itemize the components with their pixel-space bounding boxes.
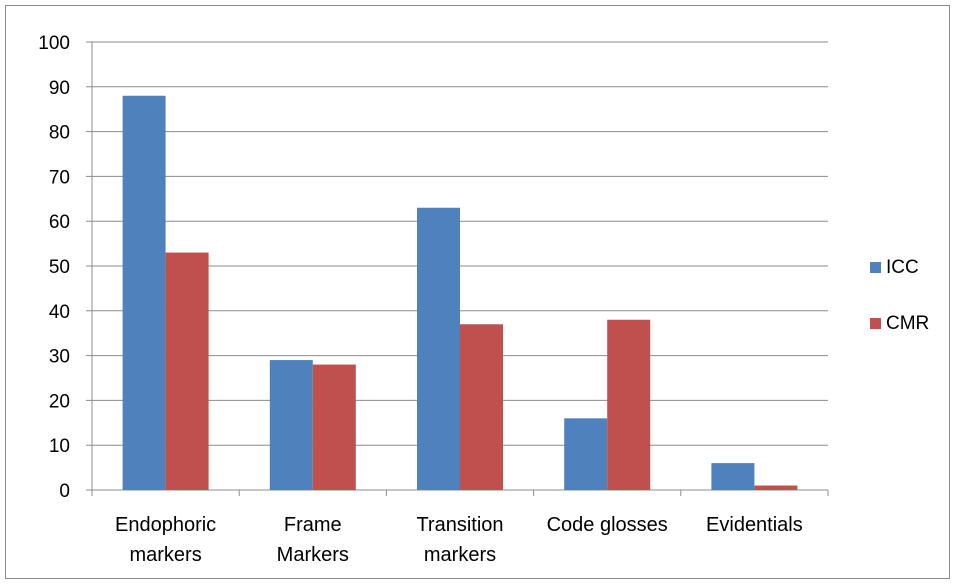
- y-tick-label: 10: [49, 436, 70, 457]
- x-category-label: markers: [424, 544, 496, 566]
- x-category-label: Frame: [284, 514, 342, 536]
- y-tick-label: 50: [49, 257, 70, 278]
- y-tick-label: 20: [49, 391, 70, 412]
- y-tick-label: 90: [49, 78, 70, 99]
- bar-icc-2: [417, 207, 460, 490]
- legend-label-cmr: CMR: [886, 313, 929, 334]
- legend-swatch-icc: [870, 262, 881, 273]
- y-tick-label: 30: [49, 347, 70, 368]
- y-tick-label: 70: [49, 167, 70, 188]
- x-category-label: Markers: [277, 544, 349, 566]
- bar-cmr-1: [312, 364, 356, 490]
- bar-icc-3: [564, 418, 608, 490]
- y-tick-label: 40: [49, 302, 70, 323]
- x-category-label: Evidentials: [706, 514, 803, 536]
- x-category-label: Endophoric: [115, 514, 216, 536]
- bar-cmr-0: [165, 252, 209, 490]
- legend-label-icc: ICC: [886, 257, 919, 278]
- bar-icc-4: [711, 463, 755, 490]
- legend-swatch-cmr: [870, 318, 881, 329]
- y-tick-label: 80: [49, 123, 70, 144]
- bar-cmr-3: [607, 319, 651, 490]
- bar-icc-0: [122, 95, 166, 490]
- bar-cmr-2: [460, 324, 503, 490]
- y-tick-label: 60: [49, 212, 70, 233]
- x-category-label: Code glosses: [547, 514, 668, 536]
- bar-icc-1: [269, 360, 313, 490]
- bar-cmr-4: [754, 485, 798, 490]
- x-category-label: Transition: [416, 514, 503, 536]
- y-tick-label: 0: [59, 481, 70, 502]
- x-category-label: markers: [129, 544, 201, 566]
- y-tick-label: 100: [38, 33, 70, 54]
